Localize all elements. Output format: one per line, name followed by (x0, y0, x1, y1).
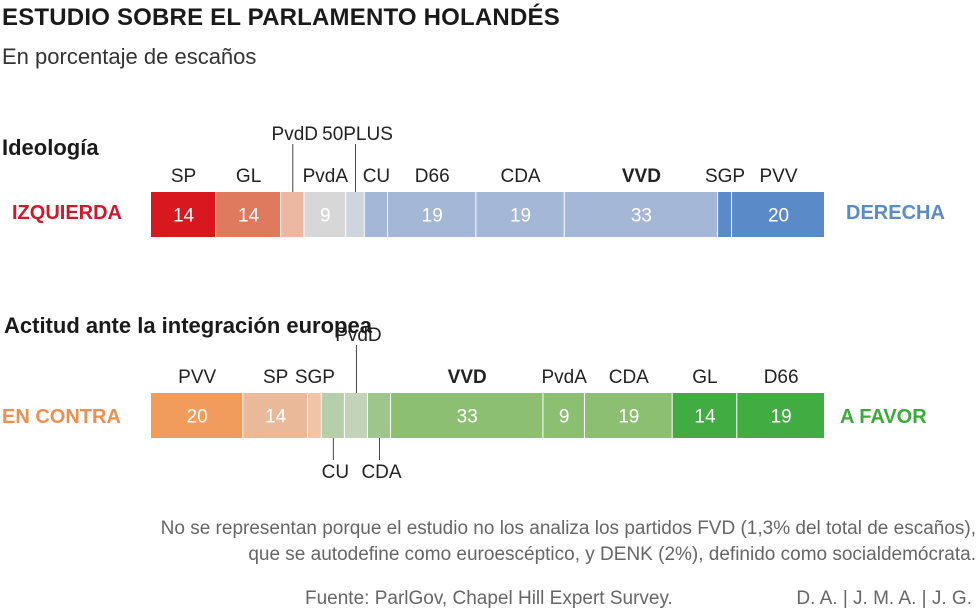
ideology-d66-6-name-label: D66 (415, 166, 450, 187)
eu-vvd-6-name-label: VVD (448, 367, 487, 388)
ideology-pvda-3-name-label: PvdA (303, 166, 349, 187)
eu-sp-1-value-label: 14 (265, 407, 287, 428)
eu-pvdd-4-name-label: PvdD (335, 325, 381, 346)
ideology-gl-1-name-label: GL (236, 166, 261, 187)
ideology-50plus-4-bar (346, 192, 364, 237)
ideology-vvd-8-bar (564, 192, 718, 237)
eu-sgp-2-name-label: SGP (295, 367, 335, 388)
eu-vvd-6-bar (391, 393, 543, 438)
eu-section-title: Actitud ante la integración europea (4, 313, 372, 338)
eu-pvda-7-name-label: PvdA (541, 367, 587, 388)
eu-cu-3-name-label: CU (322, 462, 349, 483)
author-credit: D. A. | J. M. A. | J. G. (796, 588, 972, 609)
ideology-sp-0-bar (151, 192, 216, 237)
eu-cda-8-value-label: 19 (618, 407, 639, 428)
ideology-vvd-8-value-label: 33 (631, 206, 652, 227)
ideology-sgp-9-bar (718, 192, 732, 237)
chart-title: ESTUDIO SOBRE EL PARLAMENTO HOLANDÉS (2, 4, 560, 31)
eu-d66-10-name-label: D66 (764, 367, 799, 388)
eu-cda-5-bar (367, 393, 391, 438)
ideology-d66-6-bar (388, 192, 476, 237)
eu-pvda-7-bar (543, 393, 584, 438)
eu-sp-1-bar (243, 393, 307, 438)
ideology-pvdd-2-bar (281, 192, 304, 237)
ideology-vvd-8-name-label: VVD (622, 166, 661, 187)
eu-pvda-7-value-label: 9 (559, 407, 570, 428)
eu-gl-9-name-label: GL (692, 367, 717, 388)
ideology-pvda-3-bar (304, 192, 346, 237)
eu-cda-8-name-label: CDA (609, 367, 649, 388)
source-credit: Fuente: ParlGov, Chapel Hill Expert Surv… (305, 588, 673, 609)
eu-left-label: EN CONTRA (2, 406, 121, 428)
ideology-50plus-4-name-label: 50PLUS (322, 124, 393, 145)
chart-subtitle: En porcentaje de escaños (2, 44, 257, 69)
ideology-pvda-3-value-label: 9 (320, 206, 331, 227)
ideology-pvv-10-bar (732, 192, 824, 237)
ideology-cu-5-name-label: CU (363, 166, 390, 187)
eu-vvd-6-value-label: 33 (457, 407, 478, 428)
ideology-section-title: Ideología (2, 135, 99, 160)
ideology-cu-5-bar (364, 192, 388, 237)
ideology-gl-1-value-label: 14 (238, 206, 260, 227)
eu-right-label: A FAVOR (840, 406, 927, 428)
eu-sgp-2-bar (307, 393, 321, 438)
eu-pvdd-4-bar (344, 393, 367, 438)
eu-sp-1-name-label: SP (263, 367, 288, 388)
eu-d66-10-bar (737, 393, 824, 438)
footnote-line-1: No se representan porque el estudio no l… (160, 518, 976, 539)
eu-cda-5-name-label: CDA (361, 462, 401, 483)
eu-pvv-0-value-label: 20 (187, 407, 208, 428)
ideology-pvdd-2-name-label: PvdD (272, 124, 318, 145)
ideology-gl-1-bar (216, 192, 281, 237)
ideology-cda-7-bar (476, 192, 564, 237)
ideology-sgp-9-name-label: SGP (705, 166, 745, 187)
footnote: No se representan porque el estudio no l… (16, 516, 976, 568)
ideology-cda-7-name-label: CDA (500, 166, 540, 187)
ideology-d66-6-value-label: 19 (422, 206, 443, 227)
eu-d66-10-value-label: 19 (771, 407, 792, 428)
ideology-pvv-10-name-label: PVV (760, 166, 798, 187)
ideology-pvv-10-value-label: 20 (768, 206, 789, 227)
eu-cda-8-bar (584, 393, 672, 438)
eu-pvv-0-name-label: PVV (178, 367, 216, 388)
eu-gl-9-bar (672, 393, 737, 438)
eu-pvv-0-bar (151, 393, 243, 438)
ideology-sp-0-name-label: SP (171, 166, 196, 187)
ideology-right-label: DERECHA (846, 202, 945, 224)
ideology-cda-7-value-label: 19 (510, 206, 531, 227)
ideology-sp-0-value-label: 14 (173, 206, 195, 227)
footnote-line-2: que se autodefine como euroescéptico, y … (248, 544, 976, 565)
eu-gl-9-value-label: 14 (694, 407, 716, 428)
eu-cu-3-bar (321, 393, 344, 438)
ideology-left-label: IZQUIERDA (12, 202, 122, 224)
